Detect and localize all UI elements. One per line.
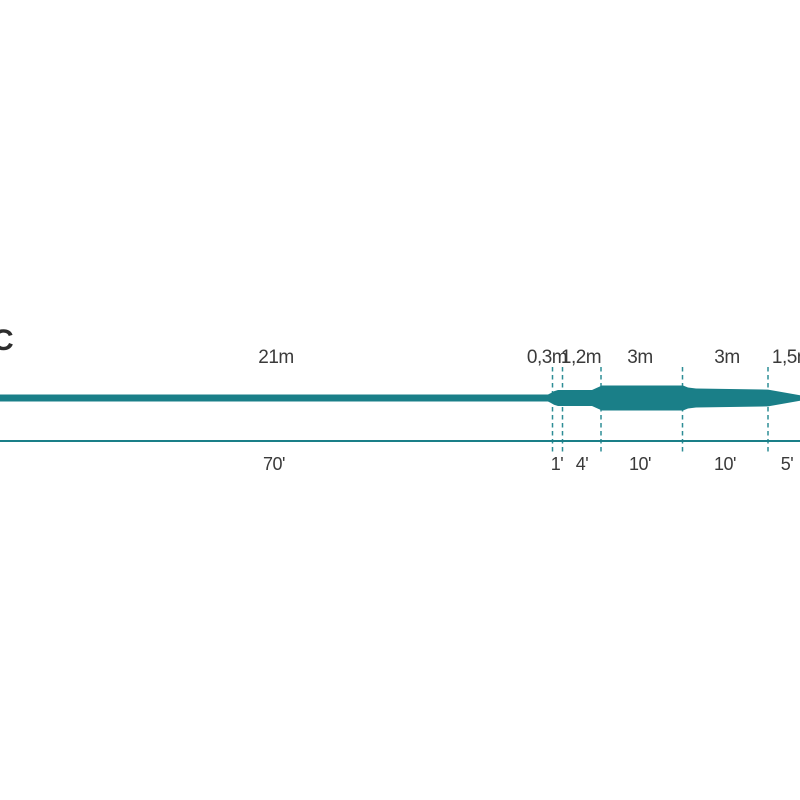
feet-label-front-taper: 10': [714, 454, 736, 474]
meters-label-rear-taper: 1,2m: [561, 347, 601, 368]
line-code-label: C: [0, 324, 14, 357]
meters-label-tip: 1,5m: [772, 347, 800, 368]
feet-label-tip: 5': [781, 454, 794, 474]
feet-label-belly: 10': [629, 454, 651, 474]
meters-label-running-line: 21m: [258, 347, 293, 368]
meters-label-belly: 3m: [627, 347, 652, 368]
fly-line-profile: [0, 385, 800, 411]
meters-label-rear-section: 0,3m: [527, 347, 567, 368]
feet-labels: 70' 1' 4' 10' 10' 5': [263, 454, 794, 474]
meters-labels: 21m 0,3m 1,2m 3m 3m 1,5m: [258, 347, 800, 368]
feet-label-running-line: 70': [263, 454, 285, 474]
feet-label-rear-taper: 4': [576, 454, 589, 474]
meters-label-front-taper: 3m: [714, 347, 739, 368]
feet-label-rear-section: 1': [551, 454, 564, 474]
